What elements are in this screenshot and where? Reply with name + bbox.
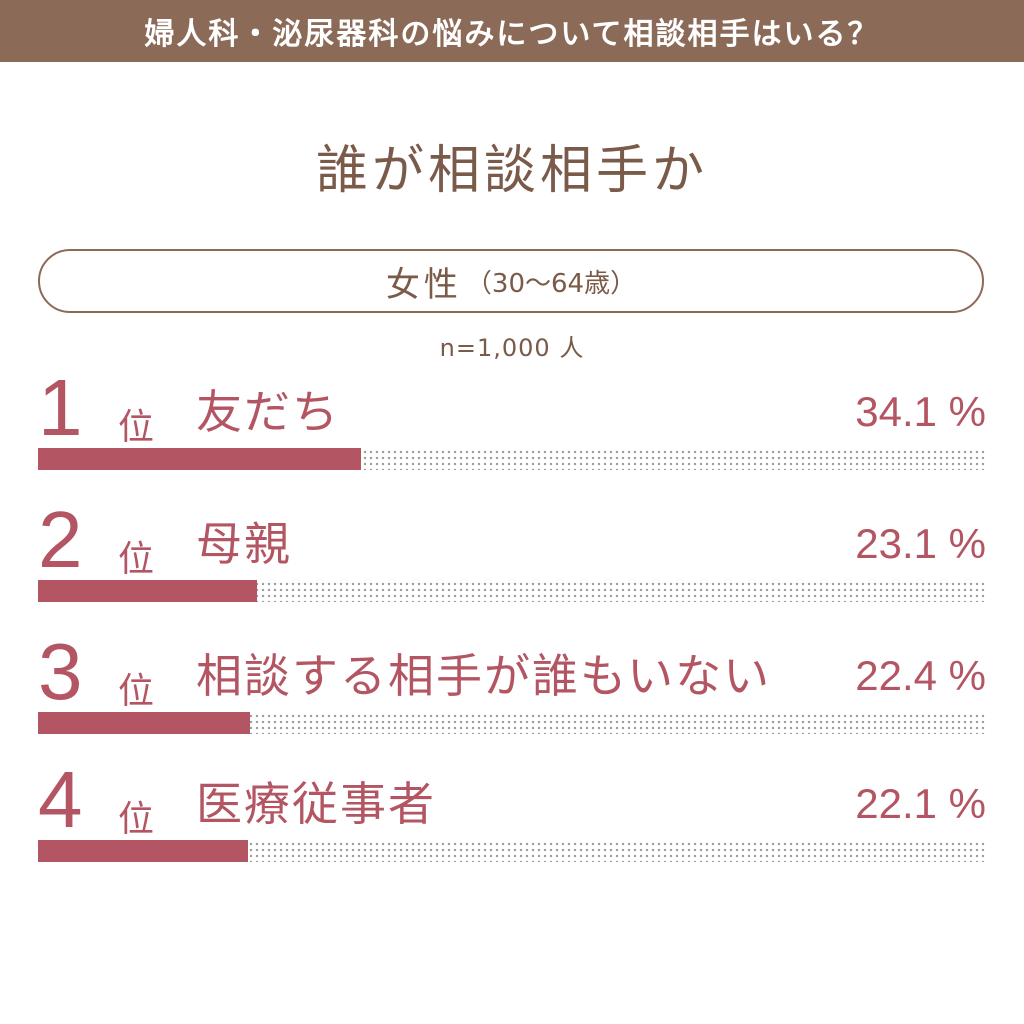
ranking-row-4: 4 位 医療従事者 22.1 %	[38, 760, 986, 870]
rank-suffix: 位	[118, 799, 155, 840]
rank-number: 2	[38, 495, 83, 584]
category-label: 相談する相手が誰もいない	[196, 649, 772, 703]
bar	[38, 580, 257, 602]
category-label: 友だち	[196, 385, 340, 439]
value-label: 22.1 %	[855, 780, 986, 827]
bar-track	[38, 580, 986, 602]
rank-number: 1	[38, 363, 83, 452]
group-age-range: （30〜64歳）	[465, 268, 637, 299]
rank-number: 4	[38, 755, 83, 844]
bar-track	[38, 712, 986, 734]
rank-suffix: 位	[118, 671, 155, 712]
ranking-row-1: 1 位 友だち 34.1 %	[38, 368, 986, 478]
header-bar: 婦人科・泌尿器科の悩みについて相談相手はいる？	[0, 0, 1024, 62]
rank-suffix: 位	[118, 539, 155, 580]
bar-track	[38, 840, 986, 862]
category-label: 母親	[196, 517, 292, 571]
group-label: 女性	[385, 264, 462, 305]
rank-suffix: 位	[118, 407, 155, 448]
bar	[38, 712, 251, 734]
category-label: 医療従事者	[196, 777, 436, 831]
ranking-row-3: 3 位 相談する相手が誰もいない 22.4 %	[38, 632, 986, 742]
bar	[38, 840, 248, 862]
value-label: 22.4 %	[855, 652, 986, 699]
value-label: 23.1 %	[855, 520, 986, 567]
rank-number: 3	[38, 627, 83, 716]
bar-track	[38, 448, 986, 470]
ranking-row-2: 2 位 母親 23.1 %	[38, 500, 986, 610]
header-title: 婦人科・泌尿器科の悩みについて相談相手はいる？	[144, 17, 880, 52]
value-label: 34.1 %	[855, 388, 986, 435]
sample-size: n=1,000 人	[439, 334, 585, 362]
chart-subtitle: 誰が相談相手か	[315, 141, 708, 201]
group-label-box: 女性 （30〜64歳）	[38, 249, 984, 313]
bar	[38, 448, 362, 470]
